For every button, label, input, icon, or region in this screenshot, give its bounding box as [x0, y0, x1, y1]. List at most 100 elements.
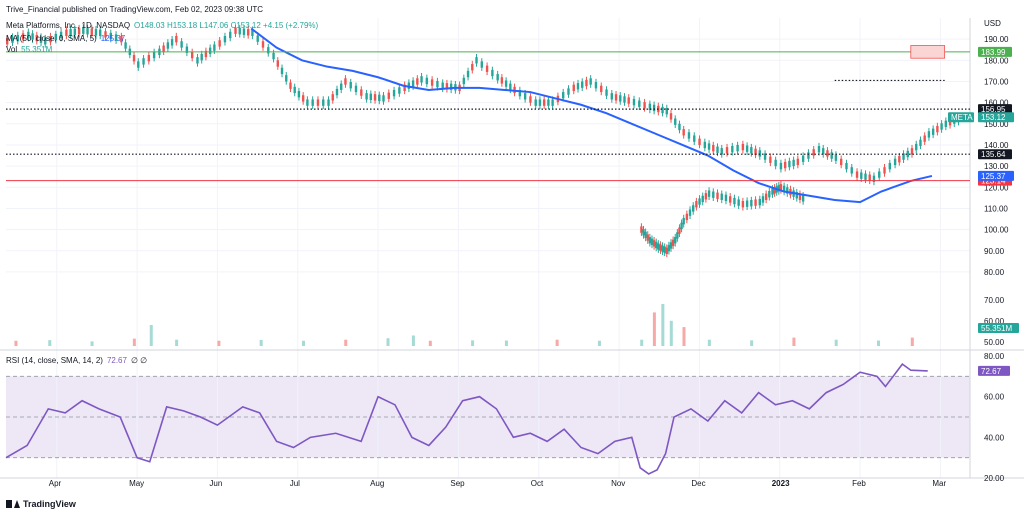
- candle-body: [798, 193, 802, 200]
- candle-body: [147, 55, 151, 62]
- rsi-tick-label: 40.00: [984, 433, 1005, 442]
- candle-body: [758, 150, 761, 157]
- candle-body: [657, 243, 660, 250]
- candle-body: [445, 83, 449, 90]
- candle-body: [547, 99, 550, 106]
- volume-bar: [217, 340, 221, 346]
- volume-bar: [149, 325, 153, 346]
- ma-legend: MA (50, close, 0, SMA, 5) 125.37: [6, 34, 126, 43]
- volume-bar: [344, 339, 348, 346]
- candle-body: [898, 156, 901, 163]
- candle-body: [213, 44, 216, 51]
- volume-bar: [652, 312, 656, 346]
- candle-body: [745, 200, 749, 207]
- candle-body: [676, 232, 679, 239]
- volume-bar: [504, 340, 508, 346]
- candle-body: [430, 79, 434, 86]
- candle-body: [801, 155, 805, 162]
- price-tag: [978, 170, 1014, 181]
- candle-body: [768, 190, 771, 198]
- level-tag: [978, 149, 1012, 160]
- candle-body: [162, 45, 165, 52]
- candle-body: [6, 38, 9, 45]
- candle-body: [27, 31, 30, 39]
- candle-body: [500, 77, 504, 84]
- rsi-tag: [978, 365, 1010, 376]
- candle-body: [707, 190, 711, 197]
- candle-body: [289, 82, 292, 89]
- rsi-tick-label: 60.00: [984, 393, 1005, 402]
- candle-body: [120, 35, 123, 43]
- candle-body: [750, 199, 753, 207]
- candle-body: [200, 53, 203, 61]
- candle-body: [769, 156, 772, 163]
- price-tag-label: 55.351M: [981, 324, 1012, 333]
- candle-body: [44, 38, 47, 45]
- candle-body: [750, 147, 753, 154]
- candle-body: [605, 89, 608, 96]
- candle-body: [170, 39, 174, 46]
- volume-tick-label: 60.00: [984, 317, 1005, 326]
- candle-body: [712, 144, 715, 152]
- candle-body: [754, 148, 757, 156]
- candle-body: [688, 209, 692, 216]
- candle-body: [777, 185, 781, 192]
- currency-label: USD: [984, 19, 1001, 28]
- candle-body: [779, 184, 783, 191]
- candle-body: [190, 51, 194, 59]
- time-tick-label: 2023: [772, 479, 790, 488]
- candle-body: [152, 51, 156, 59]
- volume-bar: [640, 339, 644, 346]
- candle-body: [491, 69, 494, 77]
- volume-bar: [555, 339, 559, 346]
- candle-body: [411, 80, 415, 87]
- candle-body: [779, 162, 783, 170]
- candle-body: [771, 188, 774, 195]
- candle-body: [114, 34, 118, 41]
- volume-bar: [428, 340, 432, 346]
- candle-body: [868, 174, 871, 181]
- price-tick-label: 130.00: [984, 162, 1009, 171]
- volume-bar: [259, 339, 263, 346]
- candle-body: [331, 94, 334, 101]
- volume-bar: [386, 338, 390, 346]
- candle-body: [462, 77, 466, 85]
- candle-body: [731, 146, 734, 153]
- candle-body: [247, 29, 250, 36]
- rsi-tag-label: 72.67: [981, 367, 1002, 376]
- candle-body: [16, 34, 19, 42]
- candle-body: [698, 138, 701, 145]
- candle-body: [581, 81, 584, 88]
- candle-body: [763, 153, 767, 160]
- candle-body: [196, 57, 199, 64]
- candle-body: [795, 192, 798, 199]
- candle-body: [632, 98, 636, 106]
- candle-body: [534, 99, 537, 106]
- candle-body: [927, 131, 931, 138]
- candle-body: [436, 80, 439, 88]
- price-tick-label: 170.00: [984, 77, 1009, 86]
- candle-body: [652, 104, 656, 112]
- level-tag-label: 183.99: [981, 48, 1006, 57]
- tradingview-footer[interactable]: TradingView: [6, 499, 76, 509]
- candle-body: [480, 61, 484, 68]
- candle-body: [54, 33, 58, 41]
- volume-bar: [876, 340, 880, 346]
- candle-body: [906, 150, 909, 158]
- candle-body: [256, 35, 259, 42]
- candle-body: [915, 143, 918, 151]
- candle-body: [948, 119, 952, 126]
- candle-body: [425, 77, 429, 85]
- candle-body: [830, 152, 833, 159]
- candle-body: [701, 195, 704, 203]
- candle-body: [839, 158, 843, 166]
- candle-body: [783, 161, 787, 169]
- candle-body: [678, 123, 681, 131]
- candle-body: [646, 234, 649, 241]
- candle-body: [297, 91, 301, 98]
- candle-body: [35, 34, 38, 42]
- candle-body: [99, 29, 102, 36]
- candle-body: [817, 146, 821, 153]
- candle-body: [382, 95, 385, 102]
